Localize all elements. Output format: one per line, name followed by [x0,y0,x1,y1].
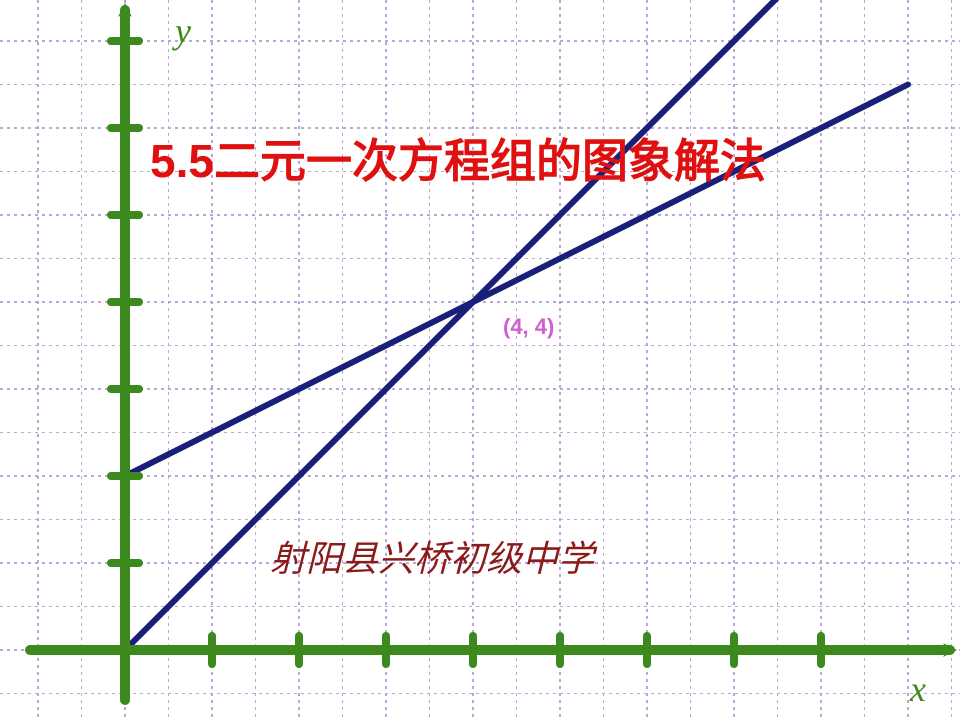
chart-title: 5.5二元一次方程组的图象解法 [150,125,766,191]
chart-stage: 5.5二元一次方程组的图象解法 射阳县兴桥初级中学 (4, 4) x y [0,0,960,720]
y-axis-label: y [175,10,191,52]
x-axis-label: x [910,668,926,710]
intersection-label: (4, 4) [503,314,554,340]
chart-svg [0,0,960,720]
chart-subtitle: 射阳县兴桥初级中学 [270,530,594,582]
